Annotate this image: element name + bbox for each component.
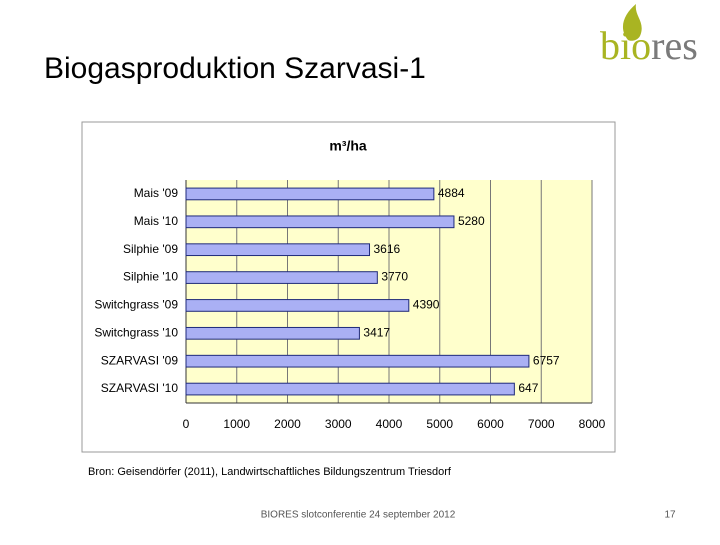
logo: biores (600, 23, 698, 68)
plot: 0 1000 2000 3000 4000 5000 6000 7000 8000 Mais '0… (94, 180, 606, 431)
bar (185, 271, 378, 284)
value-label: 4884 (438, 186, 465, 200)
y-tick-label: SZARVASI '10 (101, 381, 179, 395)
value-label: 3417 (363, 325, 390, 339)
bar (185, 299, 410, 312)
bar (185, 326, 360, 340)
bar (185, 382, 515, 396)
x-tick-label: 3000 (325, 417, 352, 431)
y-tick-label: Silphie '10 (123, 270, 178, 284)
chart-title: m³/ha (329, 138, 367, 154)
y-tick-label: Switchgrass '10 (94, 325, 178, 339)
bar (185, 215, 455, 229)
value-label: 647 (518, 381, 538, 395)
footer: BIORES slotconferentie 24 september 2012 (261, 510, 456, 521)
x-tick-label: 1000 (223, 417, 250, 431)
x-tick-label: 0 (183, 417, 190, 431)
y-tick-label: Silphie '09 (123, 242, 178, 256)
x-tick-label: 5000 (426, 417, 453, 431)
y-tick-label: SZARVASI '09 (101, 353, 179, 367)
source-note: Bron: Geisendörfer (2011), Landwirtschaf… (88, 466, 452, 478)
x-tick-label: 4000 (376, 417, 403, 431)
logo-res: res (651, 23, 698, 68)
bar (185, 354, 530, 368)
x-tick-label: 8000 (579, 417, 606, 431)
bar (185, 187, 435, 201)
slide-title: Biogasproduktion Szarvasi-1 (44, 52, 426, 85)
x-tick-label: 7000 (528, 417, 555, 431)
x-tick-label: 6000 (477, 417, 504, 431)
value-label: 5280 (458, 214, 485, 228)
x-tick-label: 2000 (274, 417, 301, 431)
y-tick-label: Mais '09 (134, 186, 179, 200)
logo-leaf (622, 4, 642, 41)
y-tick-label: Switchgrass '09 (94, 298, 178, 312)
value-label: 3770 (381, 270, 408, 284)
page-number: 17 (664, 510, 676, 521)
logo-bio: bio (600, 23, 651, 68)
value-label: 4390 (413, 298, 440, 312)
value-label: 6757 (533, 353, 560, 367)
y-tick-label: Mais '10 (134, 214, 179, 228)
value-label: 3616 (374, 242, 401, 256)
bar (185, 243, 371, 257)
